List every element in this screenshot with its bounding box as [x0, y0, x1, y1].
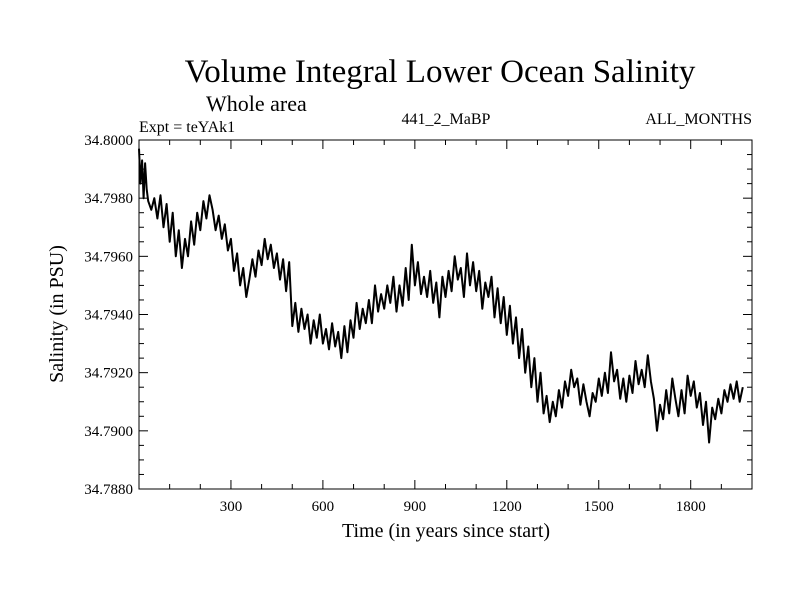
annotation-left: Expt = teYAk1	[139, 119, 235, 136]
y-tick-label: 34.7960	[84, 249, 133, 265]
y-tick-label: 34.7880	[84, 482, 133, 498]
chart-subtitle: Whole area	[206, 91, 307, 116]
y-tick-labels: 34.7880 34.7900 34.7920 34.7940 34.7960 34.79…	[84, 133, 133, 498]
x-tick-label: 600	[312, 499, 335, 515]
x-tick-label: 1200	[492, 499, 522, 515]
y-tick-label: 34.7940	[84, 308, 133, 324]
y-tick-label: 34.7980	[84, 191, 133, 207]
plot-frame	[138, 139, 753, 490]
x-tick-label: 1500	[584, 499, 614, 515]
x-tick-label: 1800	[676, 499, 706, 515]
x-tick-label: 900	[404, 499, 427, 515]
chart-title: Volume Integral Lower Ocean Salinity	[185, 54, 696, 90]
y-axis-label: Salinity (in PSU)	[46, 245, 68, 383]
annotation-center: 441_2_MaBP	[402, 111, 491, 128]
axis-ticks	[139, 140, 752, 489]
y-tick-label: 34.7920	[84, 366, 133, 382]
y-tick-label: 34.8000	[84, 133, 133, 149]
x-tick-label: 300	[220, 499, 243, 515]
series-line-salinity	[138, 148, 744, 444]
x-axis-label: Time (in years since start)	[342, 520, 550, 542]
y-tick-label: 34.7900	[84, 424, 133, 440]
x-tick-labels: 300 600 900 1200 1500 1800	[220, 499, 706, 515]
annotation-right: ALL_MONTHS	[645, 111, 752, 128]
